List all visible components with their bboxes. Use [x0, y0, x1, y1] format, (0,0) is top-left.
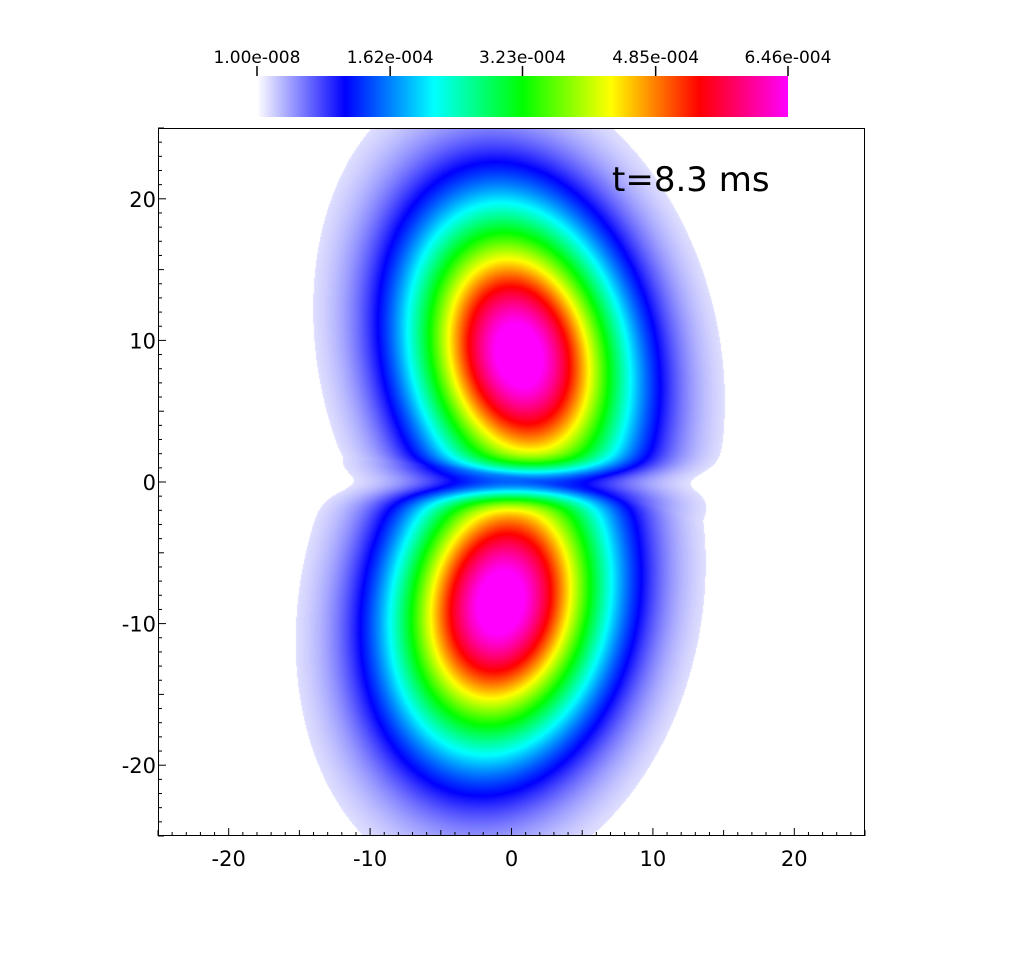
colorbar: 1.00e-008 1.62e-004 3.23e-004 4.85e-004 6.46…: [0, 0, 1024, 125]
y-tick-label: 20: [129, 188, 156, 212]
x-tick-label: 0: [505, 847, 518, 871]
x-tick-label: -10: [353, 847, 387, 871]
colorbar-svg: 1.00e-008 1.62e-004 3.23e-004 4.85e-004 6.46…: [214, 48, 832, 117]
y-tick-label: -10: [122, 613, 156, 637]
colorbar-tick-label: 3.23e-004: [479, 48, 566, 68]
colorbar-tick-label: 4.85e-004: [612, 48, 699, 68]
x-tick-label: 20: [781, 847, 808, 871]
y-tick-label: 10: [129, 329, 156, 353]
colorbar-gradient: [257, 76, 788, 117]
y-tick-label: -20: [122, 754, 156, 778]
colorbar-tick-label: 1.62e-004: [347, 48, 434, 68]
colorbar-tick-label: 1.00e-008: [214, 48, 301, 68]
x-tick-label: -20: [212, 847, 246, 871]
heatmap-field: [159, 129, 864, 835]
time-annotation: t=8.3 ms: [612, 160, 770, 200]
colorbar-tick-label: 6.46e-004: [745, 48, 832, 68]
y-tick-label: 0: [143, 471, 156, 495]
plot-area: [158, 128, 865, 836]
x-tick-label: 10: [640, 847, 667, 871]
